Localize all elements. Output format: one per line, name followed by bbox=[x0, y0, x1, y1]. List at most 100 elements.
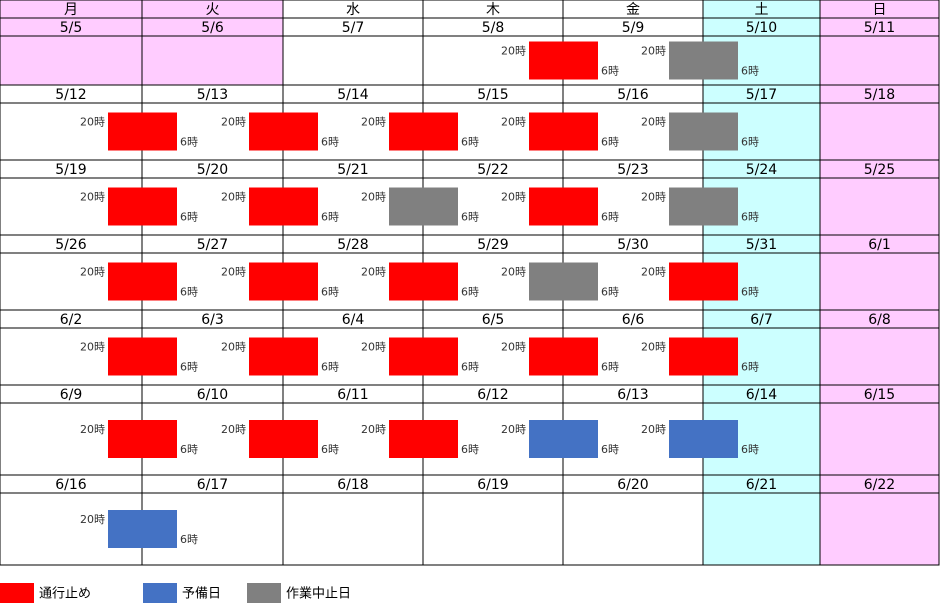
date: 5/15 bbox=[477, 87, 508, 103]
date: 6/4 bbox=[342, 312, 365, 328]
start-time: 20時 bbox=[501, 341, 526, 354]
day-cell bbox=[819, 252, 940, 311]
closure-bar bbox=[389, 420, 458, 458]
start-time: 20時 bbox=[641, 191, 666, 204]
weekday: 月 bbox=[64, 2, 78, 18]
closure-bar bbox=[669, 337, 738, 376]
day-cell bbox=[819, 402, 940, 476]
date: 6/2 bbox=[60, 312, 83, 328]
date: 6/3 bbox=[201, 312, 224, 328]
date: 6/16 bbox=[55, 477, 87, 493]
start-time: 20時 bbox=[361, 423, 386, 436]
date: 5/28 bbox=[337, 237, 368, 253]
start-time: 20時 bbox=[361, 116, 386, 129]
legend-label: 通行止め bbox=[39, 587, 91, 602]
day-cell bbox=[562, 492, 704, 566]
end-time: 6時 bbox=[741, 361, 759, 374]
start-time: 20時 bbox=[641, 341, 666, 354]
day-cell bbox=[819, 102, 940, 161]
date: 5/24 bbox=[746, 162, 778, 178]
end-time: 6時 bbox=[741, 286, 759, 299]
date: 6/9 bbox=[60, 387, 83, 403]
start-time: 20時 bbox=[221, 191, 246, 204]
start-time: 20時 bbox=[80, 266, 105, 279]
closure-bar bbox=[529, 41, 598, 80]
day-cell bbox=[819, 177, 940, 236]
start-time: 20時 bbox=[361, 266, 386, 279]
date: 5/9 bbox=[622, 20, 645, 36]
date: 6/19 bbox=[477, 477, 508, 493]
end-time: 6時 bbox=[180, 211, 198, 224]
day-cell bbox=[0, 35, 143, 86]
closure-bar bbox=[529, 337, 598, 376]
start-time: 20時 bbox=[221, 116, 246, 129]
start-time: 20時 bbox=[221, 266, 246, 279]
date: 5/26 bbox=[55, 237, 87, 253]
closure-bar bbox=[389, 262, 458, 301]
date: 5/13 bbox=[197, 87, 228, 103]
start-time: 20時 bbox=[641, 266, 666, 279]
closure-bar bbox=[249, 187, 318, 226]
closure-bar bbox=[108, 112, 177, 151]
date: 5/23 bbox=[617, 162, 648, 178]
end-time: 6時 bbox=[601, 65, 619, 78]
end-time: 6時 bbox=[321, 136, 339, 149]
closure-bar bbox=[389, 187, 458, 226]
date: 6/20 bbox=[617, 477, 648, 493]
date: 6/6 bbox=[622, 312, 645, 328]
date: 6/14 bbox=[746, 387, 778, 403]
date: 5/16 bbox=[617, 87, 649, 103]
date: 6/1 bbox=[868, 237, 891, 253]
closure-bar bbox=[669, 262, 738, 301]
date: 5/31 bbox=[746, 237, 777, 253]
start-time: 20時 bbox=[501, 423, 526, 436]
closure-bar bbox=[249, 337, 318, 376]
end-time: 6時 bbox=[180, 533, 198, 546]
date: 6/5 bbox=[482, 312, 505, 328]
end-time: 6時 bbox=[180, 286, 198, 299]
start-time: 20時 bbox=[361, 191, 386, 204]
closure-bar bbox=[669, 41, 738, 80]
date: 5/25 bbox=[864, 162, 895, 178]
end-time: 6時 bbox=[601, 286, 619, 299]
end-time: 6時 bbox=[461, 443, 479, 456]
date: 6/10 bbox=[197, 387, 228, 403]
date: 5/21 bbox=[337, 162, 368, 178]
legend-swatch bbox=[143, 583, 177, 603]
start-time: 20時 bbox=[501, 191, 526, 204]
day-cell bbox=[422, 492, 564, 566]
start-time: 20時 bbox=[501, 116, 526, 129]
day-cell bbox=[282, 35, 424, 86]
end-time: 6時 bbox=[321, 286, 339, 299]
date: 6/22 bbox=[864, 477, 895, 493]
closure-bar bbox=[108, 510, 177, 548]
date: 5/6 bbox=[201, 20, 224, 36]
end-time: 6時 bbox=[180, 443, 198, 456]
date: 5/5 bbox=[60, 20, 83, 36]
closure-bar bbox=[108, 420, 177, 458]
end-time: 6時 bbox=[461, 286, 479, 299]
end-time: 6時 bbox=[741, 65, 759, 78]
date: 6/15 bbox=[864, 387, 895, 403]
closure-bar bbox=[249, 420, 318, 458]
end-time: 6時 bbox=[601, 361, 619, 374]
end-time: 6時 bbox=[180, 136, 198, 149]
date: 5/19 bbox=[55, 162, 86, 178]
date: 6/7 bbox=[750, 312, 773, 328]
end-time: 6時 bbox=[461, 361, 479, 374]
end-time: 6時 bbox=[601, 211, 619, 224]
weekday: 土 bbox=[755, 2, 769, 18]
start-time: 20時 bbox=[641, 45, 666, 58]
closure-bar bbox=[389, 337, 458, 376]
date: 6/17 bbox=[197, 477, 228, 493]
start-time: 20時 bbox=[221, 423, 246, 436]
date: 6/21 bbox=[746, 477, 777, 493]
closure-bar bbox=[249, 262, 318, 301]
closure-bar bbox=[249, 112, 318, 151]
start-time: 20時 bbox=[361, 341, 386, 354]
end-time: 6時 bbox=[321, 443, 339, 456]
date: 5/30 bbox=[617, 237, 648, 253]
start-time: 20時 bbox=[501, 266, 526, 279]
start-time: 20時 bbox=[80, 116, 105, 129]
